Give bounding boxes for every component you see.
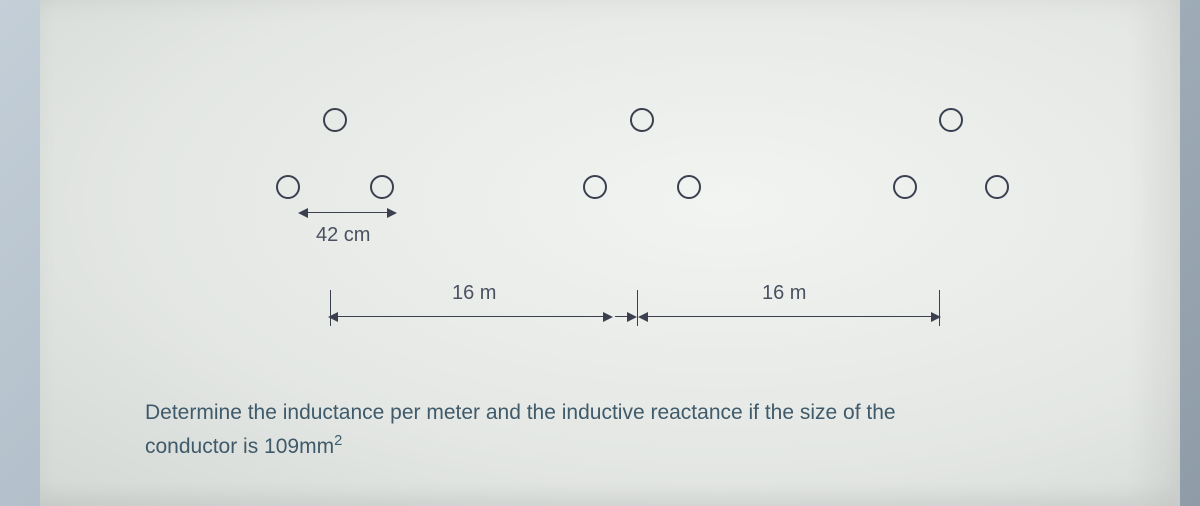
- center-arrow-left: [640, 316, 660, 317]
- question-text: Determine the inductance per meter and t…: [145, 396, 1185, 463]
- phase-dim-ab: [330, 316, 610, 317]
- question-line2: conductor is 109mm: [145, 435, 334, 458]
- conductor-circle: [630, 108, 654, 132]
- conductor-circle: [985, 175, 1009, 199]
- page-surface: 42 cm 16 m 16 m Determine the inductance…: [40, 0, 1180, 506]
- conductor-circle: [893, 175, 917, 199]
- conductor-circle: [583, 175, 607, 199]
- phase-dim-ab-tip: [610, 316, 611, 317]
- phase-dim-bc: [660, 316, 939, 317]
- dim-tick: [939, 290, 940, 326]
- bundle-spacing-dim: [300, 212, 395, 213]
- question-line1: Determine the inductance per meter and t…: [145, 401, 896, 424]
- conductor-circle: [276, 175, 300, 199]
- question-superscript: 2: [334, 433, 342, 449]
- phase-dim-ab-label: 16 m: [452, 282, 496, 305]
- center-arrow-right: [615, 316, 635, 317]
- phase-dim-bc-label: 16 m: [762, 282, 806, 305]
- conductor-circle: [939, 108, 963, 132]
- bundle-spacing-label: 42 cm: [316, 224, 370, 247]
- conductor-circle: [370, 175, 394, 199]
- conductor-circle: [677, 175, 701, 199]
- conductor-circle: [323, 108, 347, 132]
